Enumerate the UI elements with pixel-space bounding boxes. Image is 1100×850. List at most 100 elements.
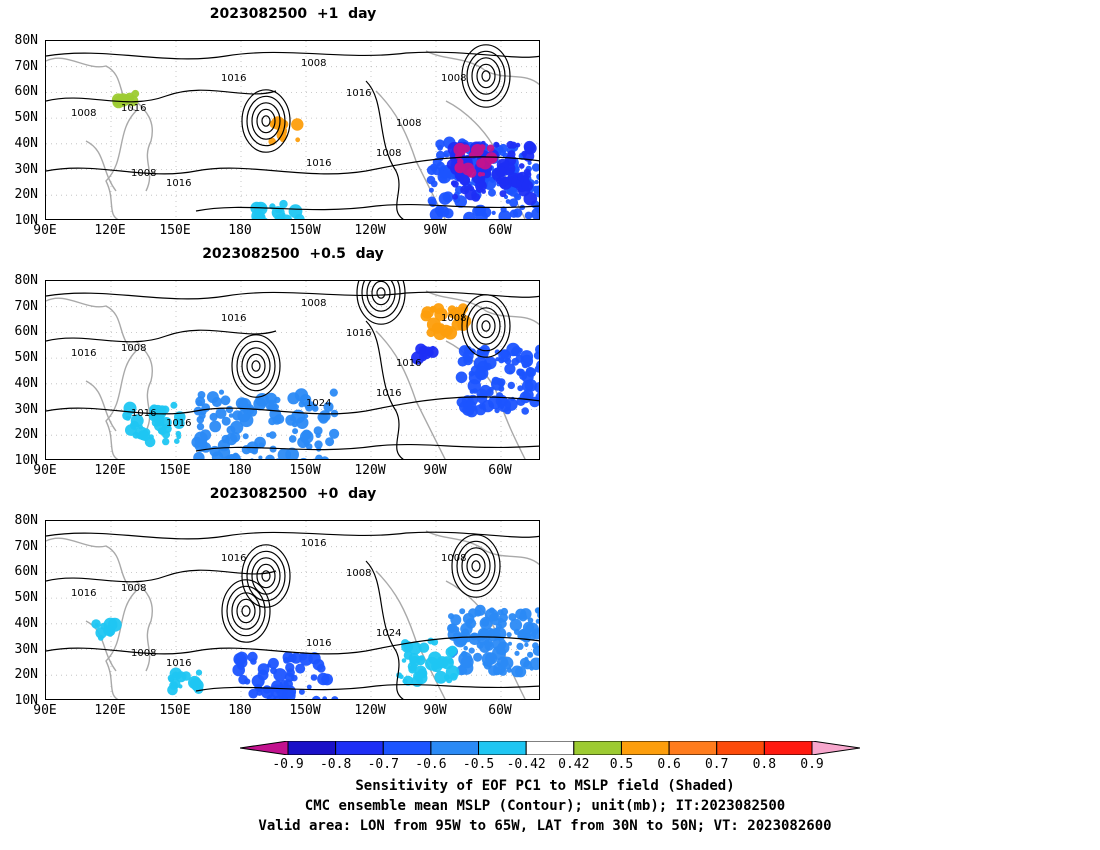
lat-label: 50N [14, 590, 38, 606]
lon-label: 180 [228, 463, 252, 478]
colorbar-tick-label: 0.9 [800, 757, 824, 772]
colorbar-end-left [240, 741, 289, 755]
contour-label: 1016 [306, 638, 331, 649]
colorbar-tick-label: 0.8 [752, 757, 777, 772]
contour-label: 1016 [221, 313, 246, 324]
map-svg: 1016 1008 1016 1008 1016 1016 1024 1016 1016 1008… [46, 281, 539, 459]
lon-label: 150E [159, 703, 191, 718]
panel-title: 2023082500 +0.5 day [202, 246, 384, 262]
contour-label: 1016 [346, 328, 371, 339]
lat-label: 20N [14, 667, 38, 683]
lat-label: 30N [14, 641, 38, 657]
colorbar-segment [668, 741, 718, 755]
map-panel-3: 1016 1008 1016 1016 1008 1024 1016 1008 1016 1008 [45, 520, 540, 700]
lon-label: 120W [354, 703, 386, 718]
lat-label: 20N [14, 187, 38, 203]
colorbar-segment [716, 741, 765, 755]
lon-label: 180 [228, 223, 252, 238]
colorbar-tick-label: 0.7 [704, 757, 729, 772]
lon-label: 150W [289, 703, 321, 718]
lon-label: 120W [354, 463, 386, 478]
colorbar-segment [573, 741, 622, 755]
colorbar-tick-label: -0.42 [506, 757, 546, 772]
caption-line-1: Sensitivity of EOF PC1 to MSLP field (Sh… [355, 778, 735, 794]
colorbar-tick-label: 0.42 [558, 757, 590, 772]
colorbar-segment [430, 741, 480, 755]
lon-label: 120E [94, 223, 126, 238]
contour-label: 1016 [301, 538, 326, 549]
contour-label: 1008 [441, 73, 466, 84]
contour-label: 1008 [131, 648, 156, 659]
lon-label: 150W [289, 223, 321, 238]
lat-label: 70N [14, 298, 38, 314]
lat-label: 60N [14, 324, 38, 340]
contour-label: 1024 [306, 398, 331, 409]
lat-label: 10N [14, 692, 38, 708]
contour-label: 1008 [121, 343, 146, 354]
lon-label: 60W [488, 463, 512, 478]
colorbar-segment [287, 741, 337, 755]
caption-line-2: CMC ensemble mean MSLP (Contour); unit(m… [304, 798, 786, 814]
lon-label: 90W [423, 223, 447, 238]
colorbar-tick-label: -0.5 [462, 757, 495, 772]
contour-label: 1016 [71, 348, 96, 359]
lat-label: 30N [14, 401, 38, 417]
lon-label: 120W [354, 223, 386, 238]
lon-label: 60W [488, 703, 512, 718]
colorbar-segment [525, 741, 575, 755]
contour-label: 1016 [221, 73, 246, 84]
lon-label: 120E [94, 463, 126, 478]
colorbar-end-right [811, 741, 860, 755]
contour-label: 1024 [376, 628, 401, 639]
contour-label: 1016 [396, 358, 421, 369]
panel-title: 2023082500 +1 day [209, 6, 377, 22]
lat-label: 10N [14, 212, 38, 228]
lon-label: 90E [33, 223, 57, 238]
lat-label: 10N [14, 452, 38, 468]
caption-line-3: Valid area: LON from 95W to 65W, LAT fro… [258, 818, 832, 834]
contour-label: 1008 [71, 108, 96, 119]
contour-label: 1016 [166, 658, 191, 669]
lat-label: 70N [14, 538, 38, 554]
lon-label: 90E [33, 463, 57, 478]
contour-label: 1016 [221, 553, 246, 564]
lat-label: 60N [14, 564, 38, 580]
panel-title: 2023082500 +0 day [209, 486, 377, 502]
contour-label: 1016 [376, 388, 401, 399]
contour-label: 1008 [441, 313, 466, 324]
lat-label: 70N [14, 58, 38, 74]
lat-label: 80N [14, 513, 38, 528]
colorbar-tick-label: 0.6 [657, 757, 681, 772]
lat-label: 50N [14, 110, 38, 126]
contour-label: 1008 [441, 553, 466, 564]
lat-label: 40N [14, 135, 38, 151]
contour-label: 1016 [346, 88, 371, 99]
colorbar-tick-label: -0.7 [367, 757, 399, 772]
colorbar-tick-label: 0.5 [609, 757, 634, 772]
contour-label: 1008 [301, 298, 326, 309]
colorbar-tick-label: -0.6 [415, 757, 447, 772]
lon-label: 90W [423, 703, 447, 718]
colorbar-tick-label: -0.8 [319, 757, 352, 772]
contour-label: 1008 [131, 168, 156, 179]
map-panel-1: 1008 1016 1016 1008 1016 1008 1016 1008 1016 1008… [45, 40, 540, 220]
lat-label: 80N [14, 273, 38, 288]
colorbar-segment [382, 741, 432, 755]
lon-label: 60W [488, 223, 512, 238]
map-svg: 1016 1008 1016 1016 1008 1024 1016 1008 1016 1008 [46, 521, 539, 699]
lat-label: 60N [14, 84, 38, 100]
colorbar-segment [620, 741, 670, 755]
lon-label: 150E [159, 223, 191, 238]
colorbar-tick-label: -0.9 [272, 757, 304, 772]
map-panel-2: 1016 1008 1016 1008 1016 1016 1024 1016 1016 1008… [45, 280, 540, 460]
map-svg: 1008 1016 1016 1008 1016 1008 1016 1008 1016 1008… [46, 41, 539, 219]
colorbar-segment [478, 741, 527, 755]
colorbar [240, 741, 860, 755]
lon-label: 150E [159, 463, 191, 478]
lon-label: 150W [289, 463, 321, 478]
contour-label: 1016 [71, 588, 96, 599]
contour-label: 1008 [346, 568, 371, 579]
lon-label: 90W [423, 463, 447, 478]
contour-label: 1008 [301, 58, 326, 69]
contour-label: 1016 [166, 178, 191, 189]
